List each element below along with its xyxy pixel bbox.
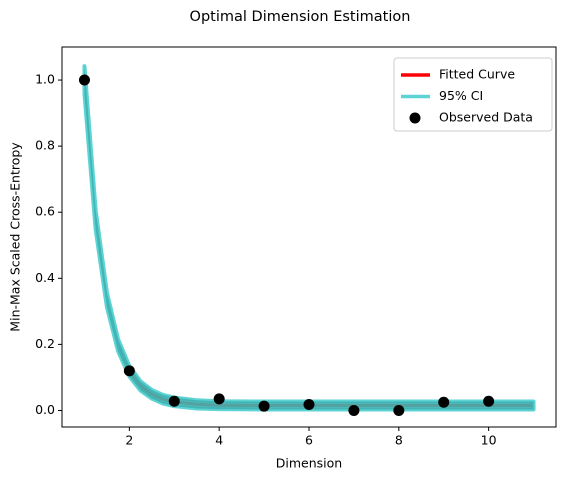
y-tick-label: 0.2 <box>35 336 55 351</box>
y-tick-label: 1.0 <box>35 72 55 87</box>
legend-marker <box>409 112 421 124</box>
y-tick-label: 0.8 <box>35 138 55 153</box>
y-tick-label: 0.0 <box>35 402 55 417</box>
data-point <box>123 365 135 377</box>
data-point <box>393 404 405 416</box>
x-tick-label: 6 <box>305 433 313 448</box>
legend-label: Observed Data <box>439 110 533 125</box>
data-point <box>348 404 360 416</box>
data-point <box>483 395 495 407</box>
x-tick-label: 10 <box>481 433 497 448</box>
x-tick-label: 4 <box>215 433 223 448</box>
data-point <box>168 395 180 407</box>
x-axis-label: Dimension <box>276 456 342 471</box>
x-tick-label: 8 <box>395 433 403 448</box>
y-axis-label: Min-Max Scaled Cross-Entropy <box>8 142 23 332</box>
data-point <box>258 400 270 412</box>
y-tick-label: 0.6 <box>35 204 55 219</box>
data-point <box>438 396 450 408</box>
legend-label: Fitted Curve <box>439 67 515 82</box>
chart-title: Optimal Dimension Estimation <box>190 9 411 25</box>
x-tick-label: 2 <box>125 433 133 448</box>
legend-box <box>393 57 553 132</box>
legend-label: 95% CI <box>439 88 483 103</box>
data-point <box>303 399 315 411</box>
data-point <box>213 393 225 405</box>
y-tick-label: 0.4 <box>35 270 55 285</box>
data-point <box>78 74 90 86</box>
